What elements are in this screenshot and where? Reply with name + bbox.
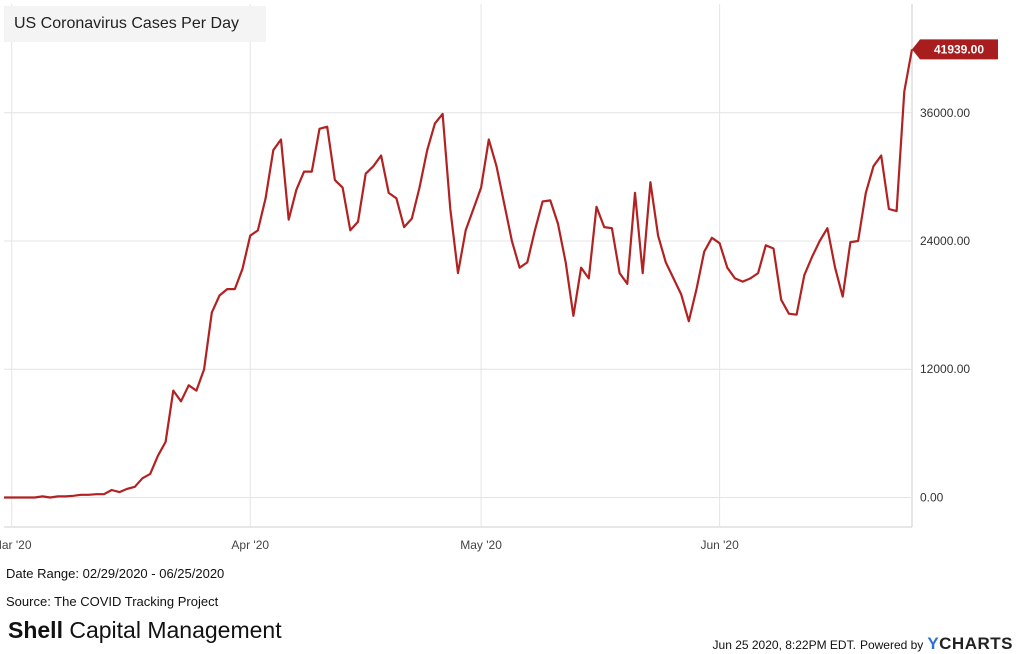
brand-bold: Shell (8, 617, 63, 643)
y-tick-label: 24000.00 (920, 234, 970, 248)
grid (4, 4, 913, 528)
chart-title-box: US Coronavirus Cases Per Day (4, 6, 266, 42)
source: Source: The COVID Tracking Project (6, 594, 219, 609)
x-tick-label: Jun '20 (700, 538, 739, 552)
ycharts-logo[interactable]: YCHARTS (927, 634, 1013, 654)
brand-logo: Shell Capital Management (8, 617, 282, 644)
x-axis: Mar '20 Apr '20 May '20 Jun '20 (0, 538, 739, 552)
y-tick-label: 0.00 (920, 490, 944, 504)
y-axis: 0.00 12000.00 24000.00 36000.00 (920, 106, 970, 505)
x-tick-label: May '20 (460, 538, 502, 552)
timestamp-bar: Jun 25 2020, 8:22PM EDT. Powered by YCHA… (713, 634, 1013, 654)
x-tick-label: Mar '20 (0, 538, 32, 552)
date-range: Date Range: 02/29/2020 - 06/25/2020 (6, 566, 225, 581)
y-tick-label: 36000.00 (920, 106, 970, 120)
brand-rest: Capital Management (69, 617, 282, 643)
x-tick-label: Apr '20 (231, 538, 269, 552)
series-line (4, 49, 914, 499)
y-tick-label: 12000.00 (920, 362, 970, 376)
last-value-text: 41939.00 (934, 42, 984, 56)
timestamp: Jun 25 2020, 8:22PM EDT. (712, 638, 856, 652)
last-value-label: 41939.00 (912, 39, 998, 60)
ycharts-y: Y (927, 634, 940, 653)
chart-title: US Coronavirus Cases Per Day (14, 15, 239, 32)
ycharts-rest: CHARTS (939, 634, 1013, 653)
powered-by: Powered by (859, 638, 924, 652)
last-value-tag (912, 39, 998, 60)
series (4, 49, 914, 499)
